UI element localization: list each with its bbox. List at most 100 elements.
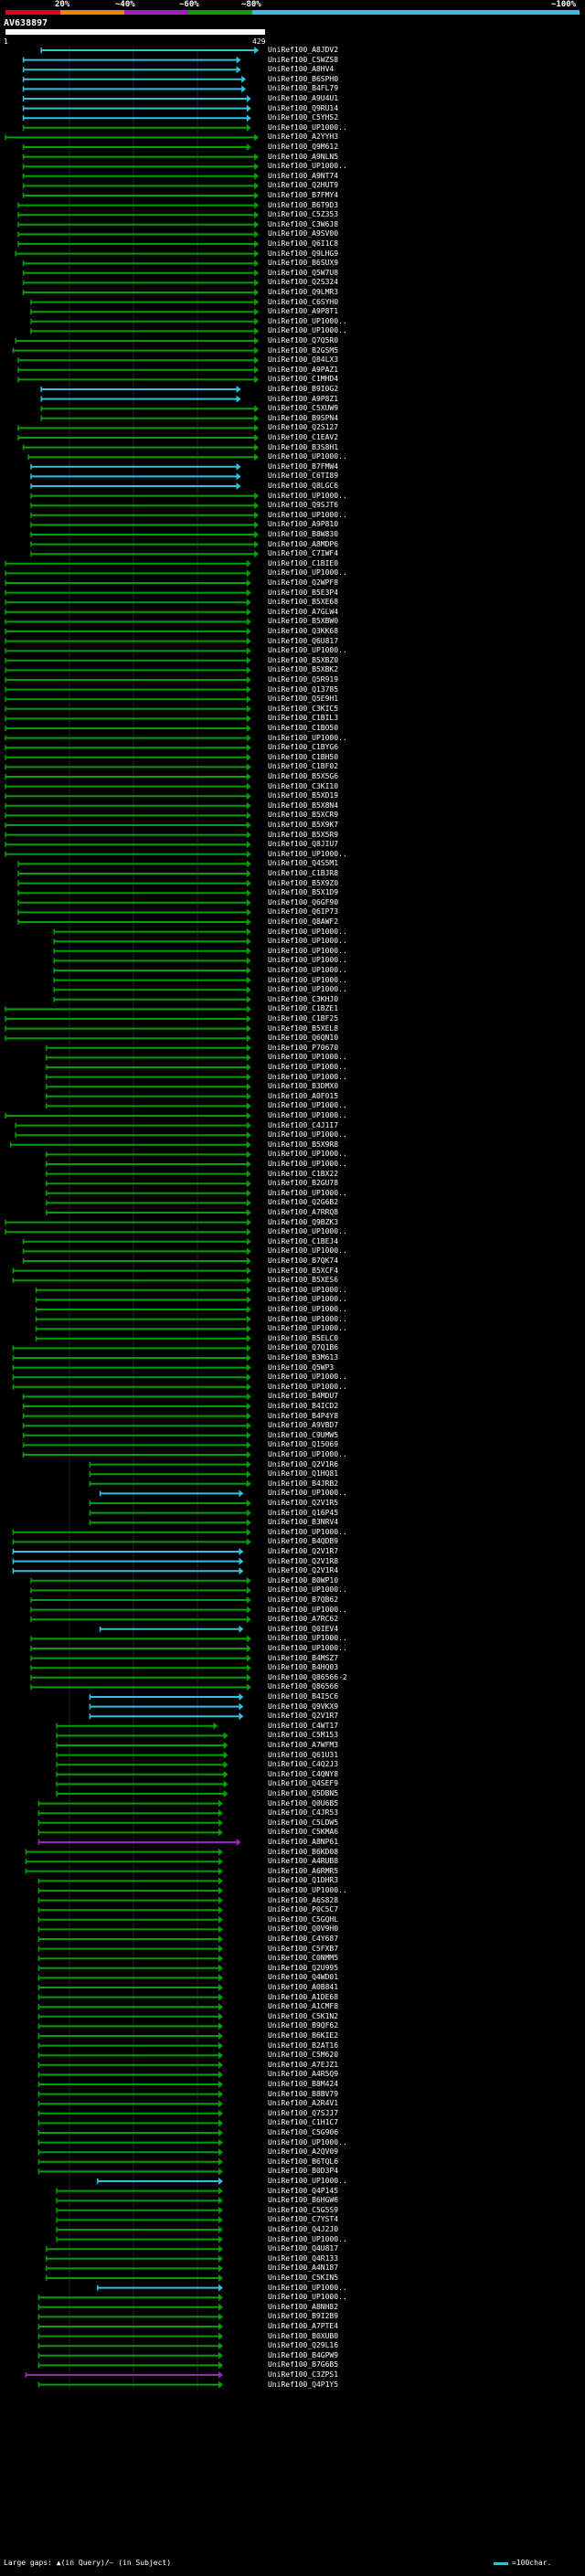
hit-label[interactable]: UniRef100_UP1000.. (268, 1296, 347, 1304)
hit-bar[interactable] (17, 918, 251, 926)
hit-bar[interactable] (12, 1567, 244, 1575)
hit-label[interactable]: UniRef100_B8M424 (268, 2081, 339, 2088)
hit-label[interactable]: UniRef100_Q61U31 (268, 1751, 339, 1759)
hit-label[interactable]: UniRef100_UP1000.. (268, 986, 347, 994)
hit-bar[interactable] (30, 540, 260, 548)
hit-label[interactable]: UniRef100_B0D3P4 (268, 2168, 339, 2176)
hit-label[interactable]: UniRef100_A9SV00 (268, 230, 339, 239)
hit-bar[interactable] (12, 1363, 251, 1372)
hit-label[interactable]: UniRef100_Q2HUT9 (268, 182, 339, 190)
hit-label[interactable]: UniRef100_Q0U6B5 (268, 1799, 339, 1807)
hit-bar[interactable] (37, 1877, 223, 1885)
hit-label[interactable]: UniRef100_Q7Q1B6 (268, 1344, 339, 1352)
hit-label[interactable]: UniRef100_Q2V1R7 (268, 1712, 339, 1721)
hit-bar[interactable] (12, 1277, 251, 1285)
hit-bar[interactable] (17, 889, 251, 897)
hit-bar[interactable] (37, 2380, 223, 2389)
hit-label[interactable]: UniRef100_C3KI10 (268, 782, 339, 790)
hit-bar[interactable] (89, 1509, 251, 1517)
hit-label[interactable]: UniRef100_A6RMR5 (268, 1867, 339, 1875)
hit-bar[interactable] (40, 47, 260, 54)
hit-bar[interactable] (89, 1500, 251, 1507)
hit-label[interactable]: UniRef100_Q4P1Y5 (268, 2380, 339, 2389)
hit-bar[interactable] (12, 1538, 251, 1546)
hit-label[interactable]: UniRef100_B5XCR9 (268, 811, 339, 820)
hit-label[interactable]: UniRef100_B6SPH0 (268, 75, 339, 83)
hit-bar[interactable] (53, 995, 251, 1003)
hit-bar[interactable] (30, 492, 260, 500)
hit-label[interactable]: UniRef100_C3KIC5 (268, 705, 339, 713)
hit-label[interactable]: UniRef100_UP1000.. (268, 511, 347, 519)
hit-bar[interactable] (12, 1344, 251, 1352)
hit-label[interactable]: UniRef100_Q5E9H1 (268, 695, 339, 704)
hit-bar[interactable] (37, 2032, 223, 2040)
hit-label[interactable]: UniRef100_A9P8Z1 (268, 395, 339, 403)
hit-bar[interactable] (46, 1054, 251, 1062)
hit-bar[interactable] (5, 782, 251, 790)
hit-bar[interactable] (9, 1140, 251, 1149)
hit-label[interactable]: UniRef100_B4I5C6 (268, 1693, 339, 1701)
hit-label[interactable]: UniRef100_B6HGW6 (268, 2197, 339, 2205)
hit-label[interactable]: UniRef100_C5M153 (268, 1732, 339, 1740)
hit-label[interactable]: UniRef100_B4JRB2 (268, 1479, 339, 1488)
hit-bar[interactable] (17, 211, 260, 219)
hit-label[interactable]: UniRef100_B5XES6 (268, 1277, 339, 1285)
hit-bar[interactable] (5, 647, 251, 655)
hit-label[interactable]: UniRef100_Q2V1R6 (268, 1460, 339, 1468)
hit-label[interactable]: UniRef100_C1BZE1 (268, 1005, 339, 1013)
hit-label[interactable]: UniRef100_C5KIN5 (268, 2274, 339, 2282)
hit-bar[interactable] (56, 2226, 223, 2233)
hit-bar[interactable] (22, 1422, 251, 1430)
hit-bar[interactable] (5, 637, 251, 645)
hit-label[interactable]: UniRef100_B4MSZ7 (268, 1654, 339, 1662)
hit-label[interactable]: UniRef100_B3NRV4 (268, 1519, 339, 1527)
hit-label[interactable]: UniRef100_B2GU78 (268, 1180, 339, 1188)
hit-label[interactable]: UniRef100_A8NH82 (268, 2303, 339, 2311)
hit-bar[interactable] (56, 1732, 229, 1740)
hit-bar[interactable] (37, 2351, 223, 2359)
hit-bar[interactable] (97, 2178, 223, 2185)
hit-bar[interactable] (37, 1906, 223, 1914)
hit-label[interactable]: UniRef100_B5E3P4 (268, 588, 339, 597)
hit-bar[interactable] (37, 2090, 223, 2098)
hit-label[interactable]: UniRef100_Q9LHG9 (268, 249, 339, 258)
hit-bar[interactable] (30, 327, 260, 335)
hit-label[interactable]: UniRef100_Q2G6B2 (268, 1199, 339, 1207)
hit-bar[interactable] (22, 192, 260, 199)
hit-bar[interactable] (25, 1867, 223, 1875)
hit-label[interactable]: UniRef100_B5XBK2 (268, 666, 339, 674)
hit-label[interactable]: UniRef100_UP1000.. (268, 1228, 347, 1236)
hit-bar[interactable] (22, 260, 260, 268)
hit-bar[interactable] (37, 2342, 223, 2350)
hit-label[interactable]: UniRef100_UP1000.. (268, 1383, 347, 1391)
hit-bar[interactable] (30, 531, 260, 538)
hit-label[interactable]: UniRef100_UP1000.. (268, 1131, 347, 1140)
hit-label[interactable]: UniRef100_B5XCF4 (268, 1267, 339, 1275)
hit-bar[interactable] (15, 1121, 251, 1129)
hit-bar[interactable] (22, 104, 251, 112)
hit-bar[interactable] (30, 482, 241, 490)
hit-label[interactable]: UniRef100_B4QDB9 (268, 1538, 339, 1546)
hit-bar[interactable] (5, 1024, 251, 1033)
hit-label[interactable]: UniRef100_A8NP61 (268, 1839, 339, 1846)
hit-bar[interactable] (5, 763, 251, 771)
hit-label[interactable]: UniRef100_A8HV4 (268, 66, 335, 74)
hit-bar[interactable] (22, 1431, 251, 1439)
hit-bar[interactable] (30, 1645, 251, 1652)
hit-bar[interactable] (53, 957, 251, 965)
hit-bar[interactable] (15, 1131, 251, 1140)
hit-bar[interactable] (46, 1189, 251, 1197)
hit-label[interactable]: UniRef100_A9U4U1 (268, 95, 339, 102)
hit-bar[interactable] (99, 1489, 244, 1498)
hit-bar[interactable] (46, 1083, 251, 1091)
hit-bar[interactable] (22, 1237, 251, 1246)
hit-bar[interactable] (37, 2129, 223, 2136)
hit-label[interactable]: UniRef100_B5X8N4 (268, 801, 339, 810)
hit-label[interactable]: UniRef100_UP1000.. (268, 1102, 347, 1110)
hit-bar[interactable] (37, 2313, 223, 2321)
hit-label[interactable]: UniRef100_B4HQ03 (268, 1664, 339, 1672)
hit-bar[interactable] (25, 2371, 223, 2379)
hit-bar[interactable] (30, 1673, 251, 1681)
hit-label[interactable]: UniRef100_B4ICD2 (268, 1403, 339, 1410)
hit-label[interactable]: UniRef100_Q3KK68 (268, 628, 339, 635)
